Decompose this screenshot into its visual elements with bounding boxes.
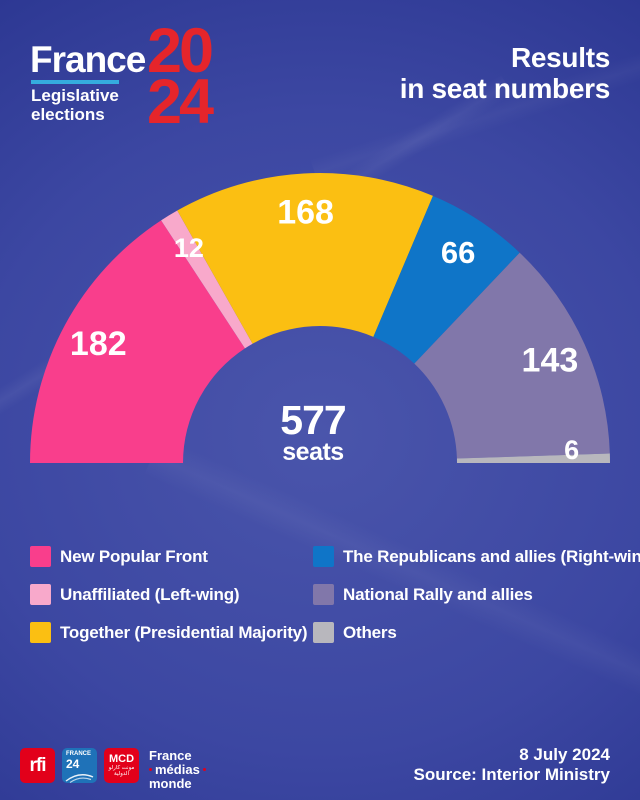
segment-unaffiliated-left-wing [161,210,253,349]
legend-label: Others [343,622,397,642]
segment-value-label: 12 [174,233,204,263]
date: 8 July 2024 [519,745,610,764]
total-seats-value: 577 [280,397,346,443]
logo-brand: France [30,39,146,80]
segment-others [456,453,610,463]
legend-swatch [313,546,334,567]
source: Source: Interior Ministry [413,765,610,784]
france24-wave-icon [65,774,94,783]
segment-value-label: 168 [277,193,334,231]
legend-item-national-rally: National Rally and allies [313,584,640,605]
logo-subtitle: Legislative elections [31,86,119,124]
mcd-logo: MCD مونت كارلو الدولية [104,748,139,783]
segment-national-rally-and-allies [414,252,610,459]
segment-value-label: 182 [70,325,127,363]
legend-swatch [30,584,51,605]
legend-item-others: Others [313,622,640,643]
page-title: Results in seat numbers [399,42,611,104]
segment-value-label: 6 [564,435,579,465]
legend-swatch [313,584,334,605]
legend-column-left: New Popular Front Unaffiliated (Left-win… [30,546,313,643]
legend-item-republicans: The Republicans and allies (Right-wing) [313,546,640,567]
footer-date-source: 8 July 2024 Source: Interior Ministry [414,745,610,785]
legend-swatch [30,622,51,643]
france-medias-monde-logo: France médias monde [149,749,206,791]
legend-item-new-popular-front: New Popular Front [30,546,313,567]
legend-item-together: Together (Presidential Majority) [30,622,313,643]
total-seats-unit: seats [282,438,344,466]
legend-label: Together (Presidential Majority) [60,622,308,642]
logo-underline [31,80,119,84]
legend-swatch [30,546,51,567]
chart-center-label: 577 seats [280,397,346,466]
segment-the-republicans-and-allies-right-wing [373,195,520,364]
page-title-line1: Results [510,42,610,73]
publisher-logos: rfi FRANCE 24 MCD مونت كارلو الدولية Fra… [20,748,206,791]
page-title-line2: in seat numbers [399,73,611,104]
legend: New Popular Front Unaffiliated (Left-win… [30,546,640,643]
segment-together-presidential-majority [177,172,433,344]
france24-logo: FRANCE 24 [62,748,97,783]
logo-year-bottom: 24 [147,67,214,137]
segment-value-label: 66 [441,235,475,270]
legend-label: National Rally and allies [343,584,533,604]
legend-label: New Popular Front [60,546,208,566]
legend-column-right: The Republicans and allies (Right-wing) … [313,546,640,643]
segment-value-label: 143 [522,342,579,380]
france2024-logo: 20 24 France Legislative elections [30,20,260,134]
legend-label: Unaffiliated (Left-wing) [60,584,240,604]
segment-new-popular-front [30,220,245,463]
legend-swatch [313,622,334,643]
legend-label: The Republicans and allies (Right-wing) [343,546,640,566]
logo-year: 20 24 [147,20,214,134]
rfi-logo: rfi [20,748,55,783]
red-dot-icon [149,768,152,772]
logo-year-top: 20 [147,16,214,86]
legend-item-unaffiliated: Unaffiliated (Left-wing) [30,584,313,605]
red-dot-icon [202,768,206,772]
